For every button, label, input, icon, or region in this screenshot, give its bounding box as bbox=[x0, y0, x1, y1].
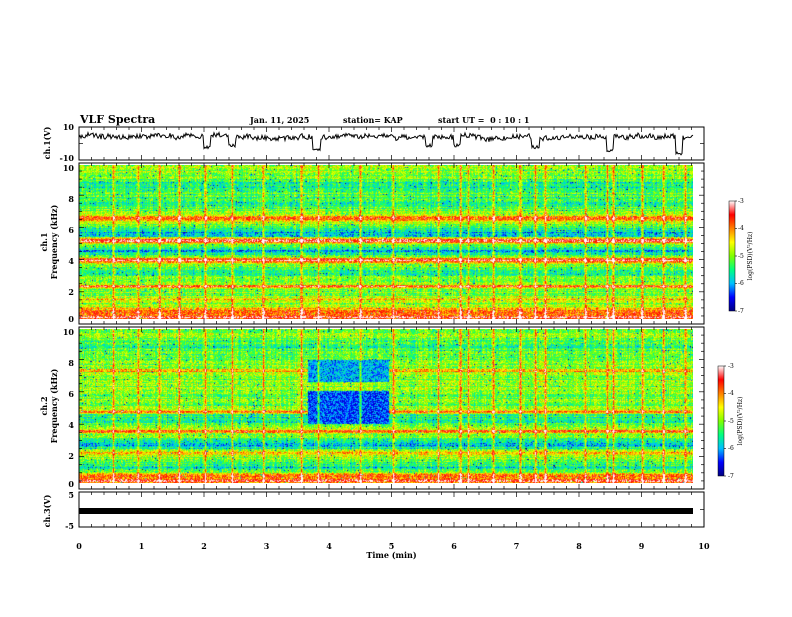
cb2-tick-m6: -6 bbox=[728, 445, 734, 452]
ch1-voltage-trace bbox=[78, 131, 694, 156]
ch1-spec-ytick-6: 6 bbox=[68, 225, 74, 235]
ch2-spectrogram-yticks: 0 2 4 6 8 10 bbox=[63, 327, 75, 489]
xtick-4: 4 bbox=[326, 541, 332, 551]
colorbar-ch1: -3 -4 -5 -6 -7 log(PSD)(V²/Hz) bbox=[728, 198, 754, 315]
xtick-8: 8 bbox=[576, 541, 582, 551]
ch1-spec-ytick-10: 10 bbox=[63, 163, 75, 173]
cb1-tick-m4: -4 bbox=[738, 225, 744, 232]
start-ut-label: start UT = 0 : 10 : 1 bbox=[438, 115, 529, 125]
colorbar-ch1-ticks bbox=[735, 200, 737, 312]
ch3-ytick-bottom: -5 bbox=[65, 521, 74, 531]
xtick-9: 9 bbox=[639, 541, 645, 551]
cb2-tick-m7: -7 bbox=[728, 473, 734, 480]
ch2-spectrogram-ylabel: ch.2 bbox=[39, 396, 49, 415]
ch1-voltage-bg bbox=[79, 127, 704, 158]
cb1-tick-m6: -6 bbox=[738, 280, 744, 287]
colorbar-ch2: -3 -4 -5 -6 -7 log(PSD)(V²/Hz) bbox=[717, 363, 744, 480]
colorbar-ch2-bar bbox=[717, 365, 725, 477]
xtick-2: 2 bbox=[201, 541, 207, 551]
ch2-spec-ytick-2: 2 bbox=[68, 451, 74, 461]
ch1-spectrogram-image bbox=[79, 165, 693, 319]
xtick-5: 5 bbox=[389, 541, 395, 551]
panel-frames bbox=[78, 126, 705, 528]
ch2-spectrogram-image bbox=[79, 329, 693, 483]
colorbar-ch1-bar bbox=[728, 200, 736, 312]
ch2-spec-ytick-0: 0 bbox=[68, 479, 74, 489]
cb1-tick-m3: -3 bbox=[738, 198, 744, 205]
ch1-spectrogram-yticks: 0 2 4 6 8 10 bbox=[63, 163, 75, 324]
ch2-spectrogram-panel: ch.2 Frequency (kHz) 0 2 4 6 8 10 bbox=[39, 327, 693, 489]
ch1-voltage-ylabel: ch.1(V) bbox=[42, 126, 52, 159]
xtick-7: 7 bbox=[514, 541, 520, 551]
ch3-voltage-panel: 5 -5 ch.3(V) bbox=[42, 490, 693, 531]
ch1-spec-ytick-8: 8 bbox=[68, 194, 74, 204]
ch2-spec-ytick-8: 8 bbox=[68, 358, 74, 368]
xtick-3: 3 bbox=[264, 541, 270, 551]
ch1-spectrogram-ylabel: ch.1 bbox=[39, 232, 49, 251]
cb2-tick-m4: -4 bbox=[728, 390, 734, 397]
chart-title: VLF Spectra bbox=[79, 113, 155, 126]
date-label: Jan. 11, 2025 bbox=[249, 115, 309, 125]
x-axis-label: Time (min) bbox=[366, 550, 416, 560]
ch1-spectrogram-canvas bbox=[79, 165, 693, 319]
ch2-spec-ytick-10: 10 bbox=[63, 327, 75, 337]
ch2-spectrogram-canvas bbox=[79, 329, 693, 483]
colorbar-ch2-label: log(PSD)(V²/Hz) bbox=[737, 397, 744, 446]
ch3-ytick-top: 5 bbox=[68, 490, 74, 500]
cb1-tick-m7: -7 bbox=[738, 308, 744, 315]
ch1-frequency-ylabel: Frequency (kHz) bbox=[49, 204, 59, 279]
x-axis: 0 1 2 3 4 5 6 7 8 9 10 Time (min) bbox=[76, 541, 710, 560]
ch2-spec-ytick-4: 4 bbox=[68, 420, 74, 430]
ch1-spec-ytick-2: 2 bbox=[68, 287, 74, 297]
ch3-voltage-ylabel: ch.3(V) bbox=[42, 494, 52, 527]
colorbar-ch1-label: log(PSD)(V²/Hz) bbox=[747, 232, 754, 281]
xtick-0: 0 bbox=[76, 541, 82, 551]
ch1-voltage-panel: 10 -10 ch.1(V) bbox=[42, 122, 704, 163]
cb2-tick-m3: -3 bbox=[728, 363, 734, 370]
ch1-spectrogram-panel: ch.1 Frequency (kHz) 0 2 4 6 8 10 bbox=[39, 163, 693, 324]
xtick-10: 10 bbox=[698, 541, 710, 551]
ch2-frequency-ylabel: Frequency (kHz) bbox=[49, 368, 59, 443]
xtick-6: 6 bbox=[451, 541, 457, 551]
station-label: station= KAP bbox=[343, 115, 403, 125]
ch3-voltage-trace bbox=[79, 508, 693, 514]
ch1-spec-ytick-4: 4 bbox=[68, 256, 74, 266]
ch2-spec-ytick-6: 6 bbox=[68, 389, 74, 399]
ch1-ytick-bottom: -10 bbox=[60, 153, 75, 163]
xtick-1: 1 bbox=[139, 541, 145, 551]
ch1-ytick-top: 10 bbox=[63, 122, 75, 132]
colorbar-ch2-ticks bbox=[724, 365, 726, 477]
ch1-spec-ytick-0: 0 bbox=[68, 314, 74, 324]
cb2-tick-m5: -5 bbox=[728, 418, 734, 425]
cb1-tick-m5: -5 bbox=[738, 253, 744, 260]
